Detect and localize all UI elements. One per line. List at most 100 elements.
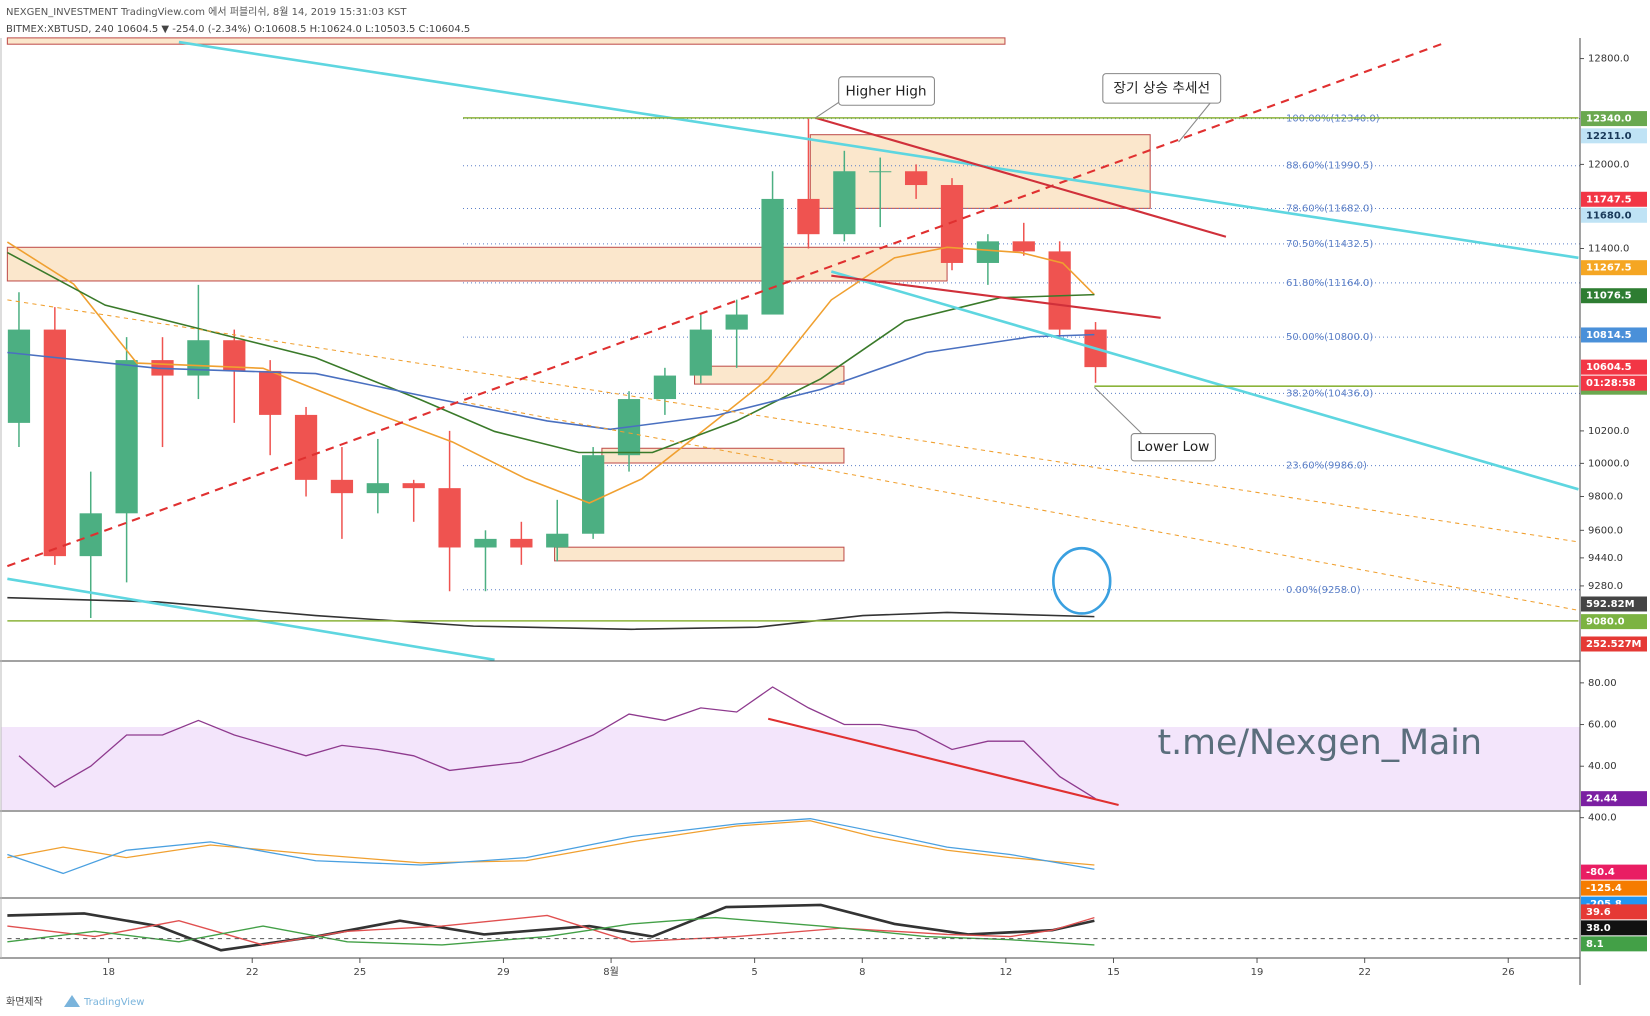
candle-body — [402, 483, 425, 489]
header: NEXGEN_INVESTMENT TradingView.com 에서 퍼블리… — [6, 6, 407, 18]
candles — [7, 118, 1107, 800]
zones — [6, 37, 1151, 562]
y-tick-label: 60.00 — [1588, 720, 1617, 731]
candle-body — [725, 314, 748, 330]
zone — [554, 546, 845, 562]
y-tick-label: 10000.0 — [1588, 458, 1629, 469]
rsi-divergence — [767, 717, 1119, 807]
price-badge — [1581, 880, 1647, 896]
y-tick-label: 400.0 — [1588, 813, 1617, 824]
long-uptrend — [7, 41, 1448, 568]
candle-body — [1012, 241, 1035, 252]
fib-label: 100.00%(12340.0) — [1286, 114, 1380, 125]
price-badge — [1581, 128, 1647, 144]
candle-body — [115, 360, 138, 514]
dmi-adx — [7, 903, 1095, 952]
channel-line — [830, 270, 1579, 491]
countdown: 01:28:58 — [1586, 378, 1636, 389]
fib-label: 50.00%(10800.0) — [1286, 332, 1373, 343]
highlight-circle — [1052, 546, 1112, 615]
candle-body — [869, 171, 892, 173]
macd-line — [7, 818, 1095, 875]
drawings-over: Higher High 장기 상승 추세선 Lower Low t.me/Nex… — [6, 40, 1579, 952]
candle-body — [797, 198, 820, 235]
countdown-badge — [1581, 375, 1647, 391]
candle-body — [366, 483, 389, 494]
candle-body — [546, 533, 569, 548]
price-badge — [1581, 920, 1647, 936]
fib-label: 78.60%(11682.0) — [1286, 203, 1373, 214]
callout-box — [1102, 73, 1222, 104]
price-badge-label: -80.4 — [1586, 867, 1615, 878]
channel-line — [178, 40, 1579, 260]
price-badge — [1581, 260, 1647, 276]
candle-body — [43, 329, 66, 557]
drawings-under — [1, 37, 1580, 810]
price-badge — [1581, 288, 1647, 304]
pane-borders — [0, 38, 1581, 985]
resistance — [815, 116, 1227, 238]
price-badge-label: 12340.0 — [1586, 114, 1632, 125]
brand: TradingView — [83, 997, 144, 1008]
fib-label: 70.50%(11432.5) — [1286, 239, 1373, 250]
x-tick-label: 19 — [1251, 967, 1264, 978]
x-tick-label: 18 — [102, 967, 115, 978]
candle-body — [689, 329, 712, 376]
watermark: t.me/Nexgen_Main — [1158, 723, 1482, 763]
candle-body — [833, 171, 856, 235]
callout-line — [1094, 386, 1143, 434]
zone — [809, 134, 1151, 209]
price-badge — [1581, 904, 1647, 920]
candle-body — [223, 340, 246, 371]
y-tick-label: 12800.0 — [1588, 54, 1629, 65]
annotation: Higher High — [845, 84, 926, 100]
candle-body — [904, 171, 928, 186]
axes: 18 22 25 29 8월 5 8 12 15 19 22 26 12800.0 12000.0 1140… — [102, 54, 1629, 978]
y-tick-label: 40.00 — [1588, 761, 1617, 772]
price-badge-label: 10604.5 — [1586, 362, 1632, 373]
annotation: Lower Low — [1137, 439, 1209, 455]
price-badge — [1581, 359, 1647, 375]
logo — [64, 995, 80, 1007]
volume-badge — [1581, 636, 1647, 652]
badges: 12340.0 12211.0 11747.5 11680.0 11267.5 11076… — [1581, 111, 1647, 952]
candle-body — [940, 185, 964, 263]
candle-body — [653, 375, 677, 400]
macd-signal — [7, 820, 1095, 866]
price-badge-label: 11076.5 — [1586, 291, 1632, 302]
volume-badge — [1581, 596, 1647, 612]
x-tick-label: 25 — [354, 967, 367, 978]
footer: 화면제작 — [6, 996, 43, 1008]
x-tick-label: 22 — [246, 967, 259, 978]
price-badge — [1581, 864, 1647, 880]
price-badge — [1581, 791, 1647, 807]
trend-dashed — [462, 401, 1579, 611]
x-tick-label: 8월 — [603, 966, 619, 978]
price-badge-label: -125.4 — [1586, 883, 1622, 894]
candle-body — [976, 241, 1000, 263]
y-tick-label: 9280.0 — [1588, 581, 1623, 592]
symbol-line: BITMEX:XBTUSD, 240 10604.5 ▼ -254.0 (-2.… — [6, 24, 470, 35]
volume-badge-label: 592.82M — [1586, 599, 1635, 610]
dmi-plus — [7, 914, 1095, 946]
price-badge — [1581, 111, 1647, 127]
y-tick-label: 11400.0 — [1588, 244, 1629, 255]
ma-blue — [7, 333, 1095, 431]
fib-label: 88.60%(11990.5) — [1286, 161, 1373, 172]
candle-body — [1048, 251, 1071, 330]
fib-label: 0.00%(9258.0) — [1286, 585, 1361, 596]
volume-badge-label: 252.527M — [1586, 639, 1642, 650]
x-tick-label: 8 — [859, 967, 865, 978]
callout-box — [838, 76, 935, 106]
candle-body — [294, 414, 318, 480]
candle-body — [510, 538, 533, 548]
x-tick-label: 29 — [497, 967, 510, 978]
x-tick-label: 15 — [1107, 967, 1120, 978]
price-badge — [1581, 936, 1647, 952]
x-tick-label: 5 — [751, 967, 757, 978]
x-tick-label: 22 — [1358, 967, 1371, 978]
zone — [693, 365, 845, 385]
y-tick-label: 9440.0 — [1588, 553, 1623, 564]
ma-orange — [6, 241, 1095, 504]
